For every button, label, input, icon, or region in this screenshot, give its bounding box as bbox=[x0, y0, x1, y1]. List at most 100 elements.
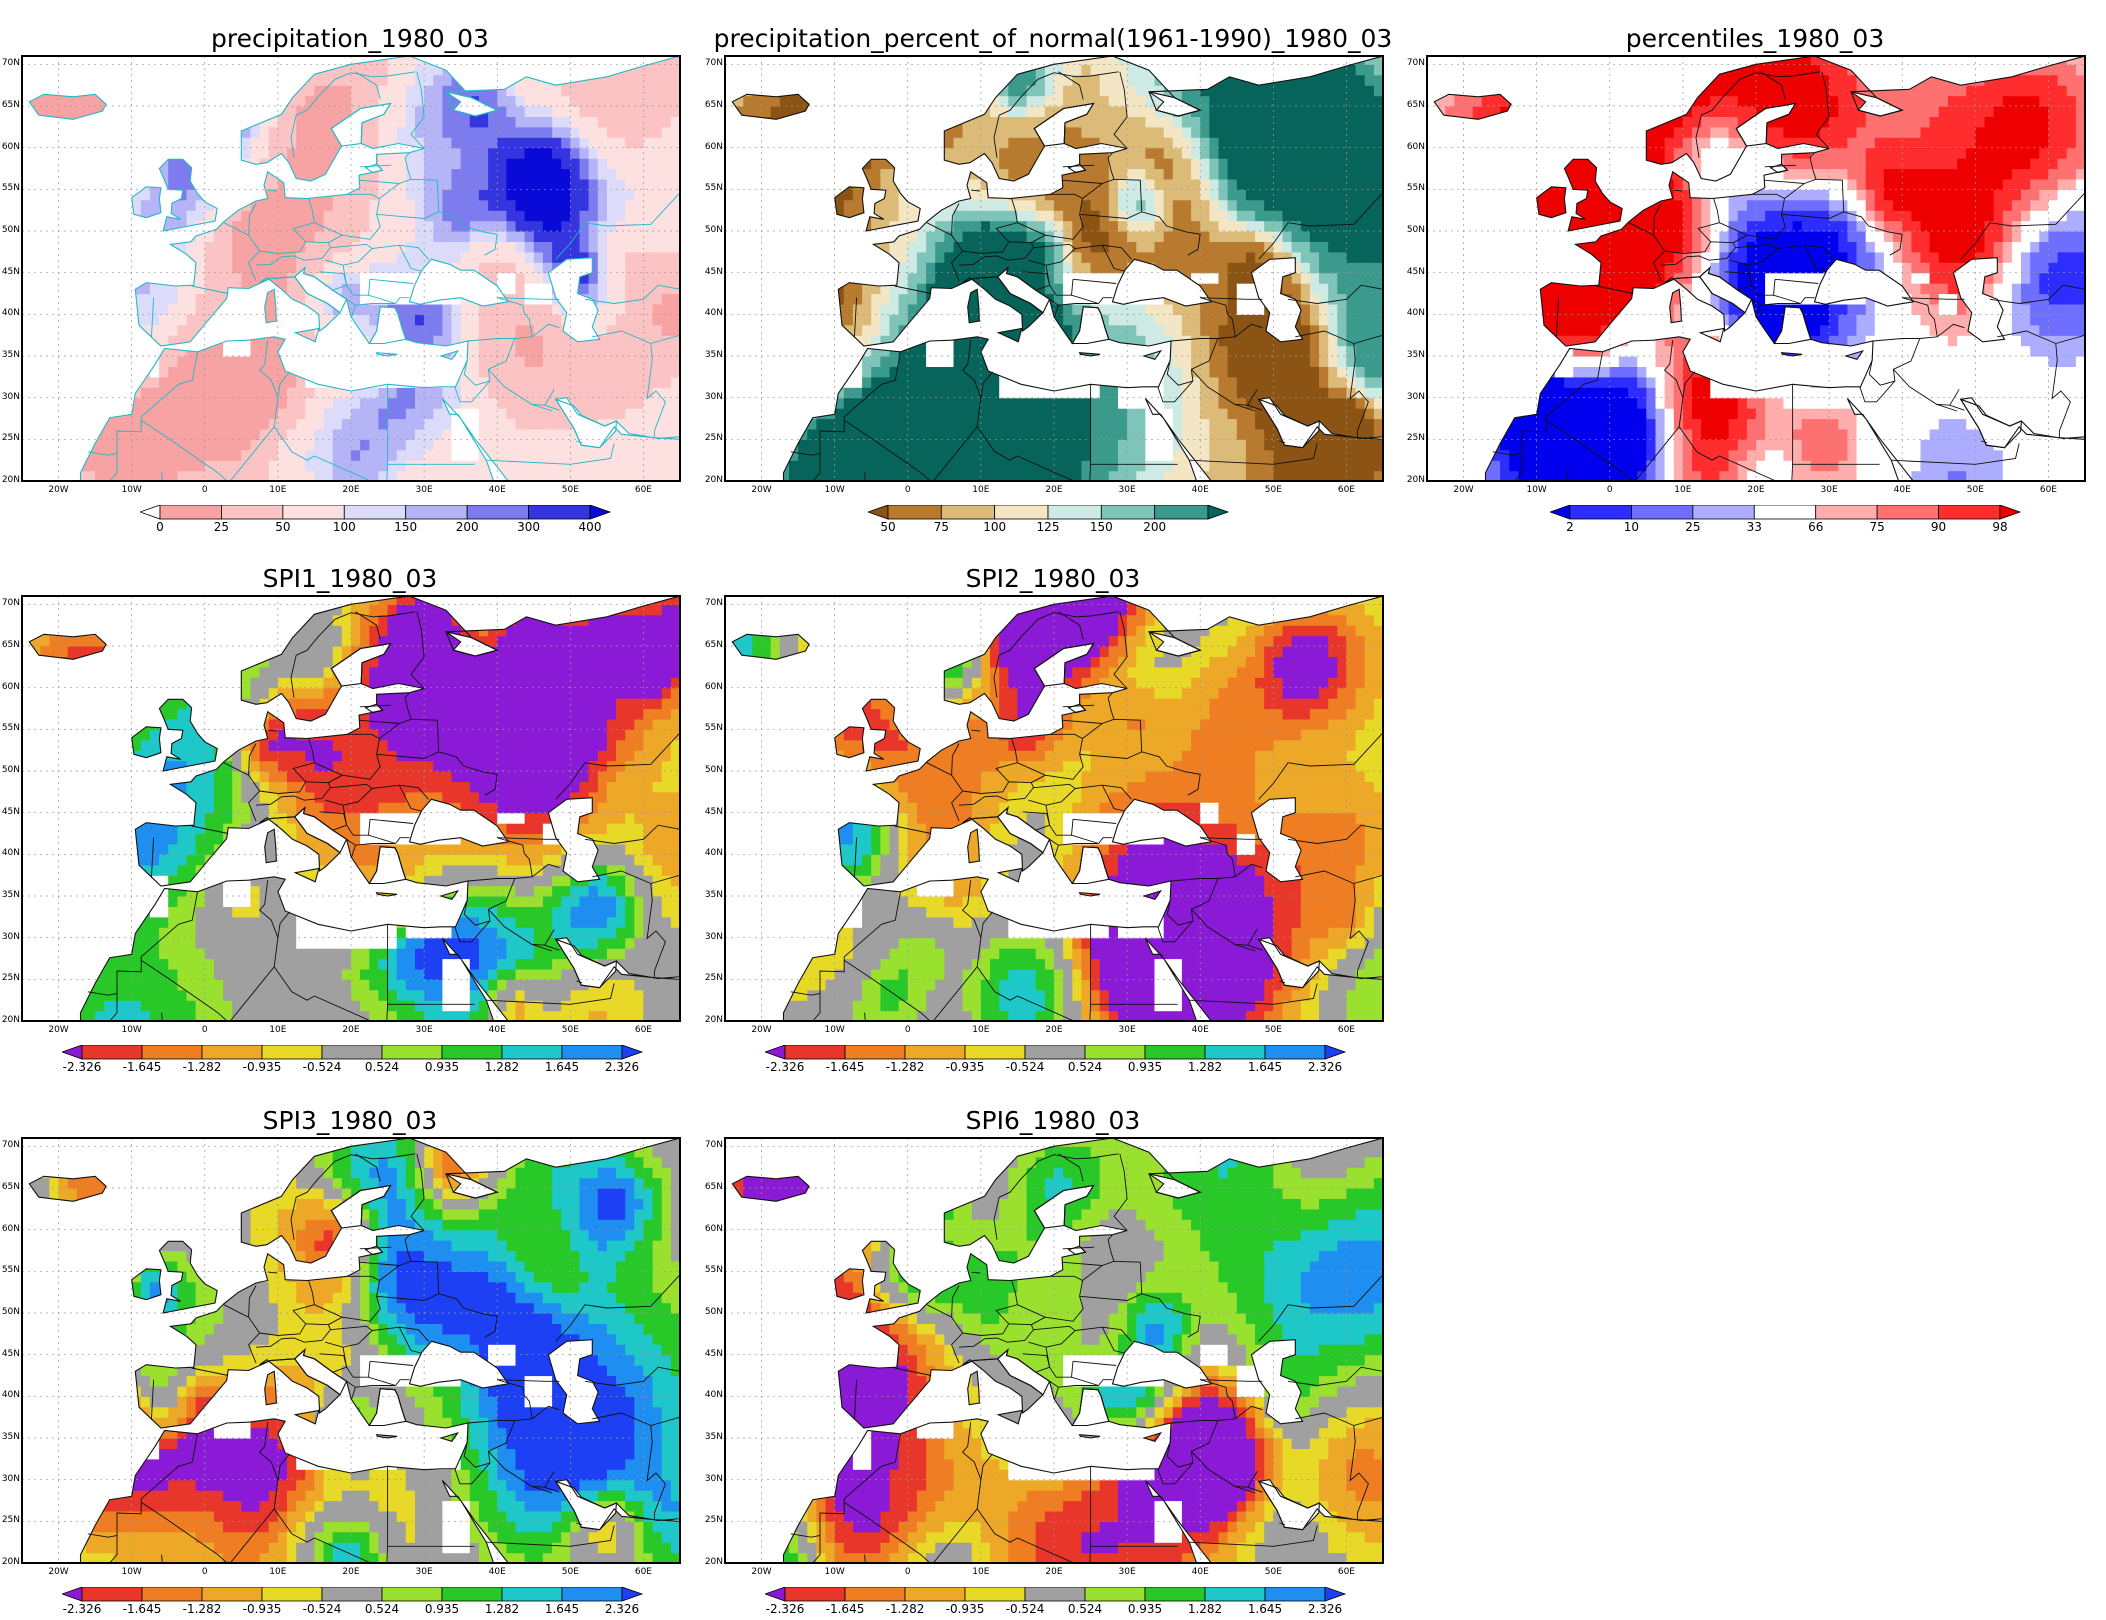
colorbar-label: 125 bbox=[1018, 520, 1078, 534]
colorbar-label: -2.326 bbox=[52, 1602, 112, 1616]
lon-tick-label: 30E bbox=[404, 485, 444, 495]
colorbar-bin bbox=[201, 1045, 263, 1060]
colorbar-bin bbox=[321, 1587, 383, 1602]
colorbar-label: 2.326 bbox=[1295, 1602, 1355, 1616]
lat-tick-label: 30N bbox=[697, 392, 723, 402]
colorbar-bin bbox=[904, 1045, 966, 1060]
colorbar-bin bbox=[1084, 1587, 1146, 1602]
colorbar-bin bbox=[282, 505, 345, 520]
colorbar-label: 0.524 bbox=[352, 1602, 412, 1616]
lat-tick-label: 35N bbox=[0, 1432, 20, 1442]
lat-tick-label: 20N bbox=[0, 1015, 20, 1025]
colorbar-label: 200 bbox=[1125, 520, 1185, 534]
panel-title: SPI1_1980_03 bbox=[0, 564, 700, 593]
lon-tick-label: 10W bbox=[815, 485, 855, 495]
colorbar-bin bbox=[1569, 505, 1632, 520]
panel-title: SPI2_1980_03 bbox=[703, 564, 1403, 593]
lat-tick-label: 45N bbox=[697, 807, 723, 817]
colorbar-bin bbox=[964, 1045, 1026, 1060]
lon-tick-label: 0 bbox=[185, 1025, 225, 1035]
lon-tick-label: 50E bbox=[1955, 485, 1995, 495]
lon-tick-label: 60E bbox=[1326, 485, 1366, 495]
lon-tick-label: 40E bbox=[477, 1567, 517, 1577]
lon-tick-label: 10E bbox=[258, 1025, 298, 1035]
map-canvas bbox=[22, 596, 680, 1021]
lon-tick-label: 40E bbox=[1180, 1567, 1220, 1577]
lon-tick-label: 10E bbox=[1663, 485, 1703, 495]
colorbar-label: 1.282 bbox=[472, 1060, 532, 1074]
lon-tick-label: 40E bbox=[477, 485, 517, 495]
colorbar-bin bbox=[1204, 1045, 1266, 1060]
lat-tick-label: 50N bbox=[697, 765, 723, 775]
lat-tick-label: 55N bbox=[0, 1265, 20, 1275]
lat-tick-label: 55N bbox=[1399, 183, 1425, 193]
lat-tick-label: 60N bbox=[697, 142, 723, 152]
lon-tick-label: 60E bbox=[623, 1025, 663, 1035]
colorbar-max-arrow bbox=[589, 505, 612, 520]
lon-tick-label: 20E bbox=[1034, 485, 1074, 495]
colorbar-label: 300 bbox=[499, 520, 559, 534]
colorbar-bin bbox=[964, 1587, 1026, 1602]
lat-tick-label: 45N bbox=[0, 1349, 20, 1359]
lon-tick-label: 20W bbox=[742, 1025, 782, 1035]
colorbar-bin bbox=[1047, 505, 1102, 520]
colorbar-label: 0.935 bbox=[412, 1060, 472, 1074]
colorbar-label: -2.326 bbox=[52, 1060, 112, 1074]
lon-tick-label: 20E bbox=[331, 1567, 371, 1577]
map-canvas bbox=[22, 1138, 680, 1563]
colorbar-label: 1.645 bbox=[532, 1602, 592, 1616]
lat-tick-label: 45N bbox=[1399, 267, 1425, 277]
map-panel-spi6: SPI6_1980_03 70N 65N 60N 55N 50N 45N 40N 35N 30N 2… bbox=[703, 1082, 1403, 1617]
colorbar-label: 200 bbox=[437, 520, 497, 534]
lon-tick-label: 10E bbox=[961, 1025, 1001, 1035]
lat-tick-label: 60N bbox=[697, 1224, 723, 1234]
lon-tick-label: 50E bbox=[550, 1025, 590, 1035]
lat-tick-label: 60N bbox=[0, 1224, 20, 1234]
colorbar-label: 0.935 bbox=[1115, 1060, 1175, 1074]
colorbar-max-arrow bbox=[1324, 1587, 1347, 1602]
lat-tick-label: 25N bbox=[0, 973, 20, 983]
lon-tick-label: 10E bbox=[258, 1567, 298, 1577]
colorbar-label: 90 bbox=[1909, 520, 1969, 534]
colorbar-label: -1.282 bbox=[172, 1602, 232, 1616]
colorbar-min-arrow bbox=[765, 1045, 786, 1060]
colorbar bbox=[1550, 505, 2022, 520]
colorbar-bin bbox=[784, 1587, 846, 1602]
lat-tick-label: 65N bbox=[1399, 100, 1425, 110]
colorbar-label: 0.524 bbox=[352, 1060, 412, 1074]
lat-tick-label: 70N bbox=[697, 598, 723, 608]
map-canvas bbox=[725, 1138, 1383, 1563]
colorbar-label: 25 bbox=[191, 520, 251, 534]
colorbar-max-arrow bbox=[1324, 1045, 1347, 1060]
panel-title: percentiles_1980_03 bbox=[1405, 24, 2105, 53]
lat-tick-label: 55N bbox=[0, 723, 20, 733]
lon-tick-label: 20E bbox=[1034, 1025, 1074, 1035]
map-area bbox=[22, 56, 680, 481]
lat-tick-label: 50N bbox=[0, 225, 20, 235]
colorbar-bin bbox=[887, 505, 942, 520]
colorbar-label: 0.524 bbox=[1055, 1602, 1115, 1616]
lat-tick-label: 40N bbox=[1399, 308, 1425, 318]
lon-tick-label: 0 bbox=[1590, 485, 1630, 495]
colorbar-label: 0.524 bbox=[1055, 1060, 1115, 1074]
colorbar-label: -0.524 bbox=[292, 1602, 352, 1616]
colorbar-bin bbox=[1753, 505, 1817, 520]
lon-tick-label: 0 bbox=[888, 1025, 928, 1035]
colorbar-label: -0.935 bbox=[232, 1602, 292, 1616]
lon-tick-label: 20W bbox=[39, 1025, 79, 1035]
lon-tick-label: 20W bbox=[1444, 485, 1484, 495]
lon-tick-label: 0 bbox=[888, 1567, 928, 1577]
lat-tick-label: 65N bbox=[0, 100, 20, 110]
colorbar-max-arrow bbox=[1999, 505, 2022, 520]
colorbar-label: 1.645 bbox=[1235, 1602, 1295, 1616]
colorbar-label: 100 bbox=[314, 520, 374, 534]
colorbar-bin bbox=[844, 1587, 906, 1602]
colorbar-min-arrow bbox=[1550, 505, 1571, 520]
colorbar-label: -1.645 bbox=[112, 1602, 172, 1616]
colorbar-max-arrow bbox=[621, 1045, 644, 1060]
lon-tick-label: 10W bbox=[1517, 485, 1557, 495]
map-panel-pct: precipitation_percent_of_normal(1961-199… bbox=[703, 0, 1403, 535]
lat-tick-label: 20N bbox=[1399, 475, 1425, 485]
colorbar-bin bbox=[141, 1587, 203, 1602]
lat-tick-label: 20N bbox=[0, 475, 20, 485]
